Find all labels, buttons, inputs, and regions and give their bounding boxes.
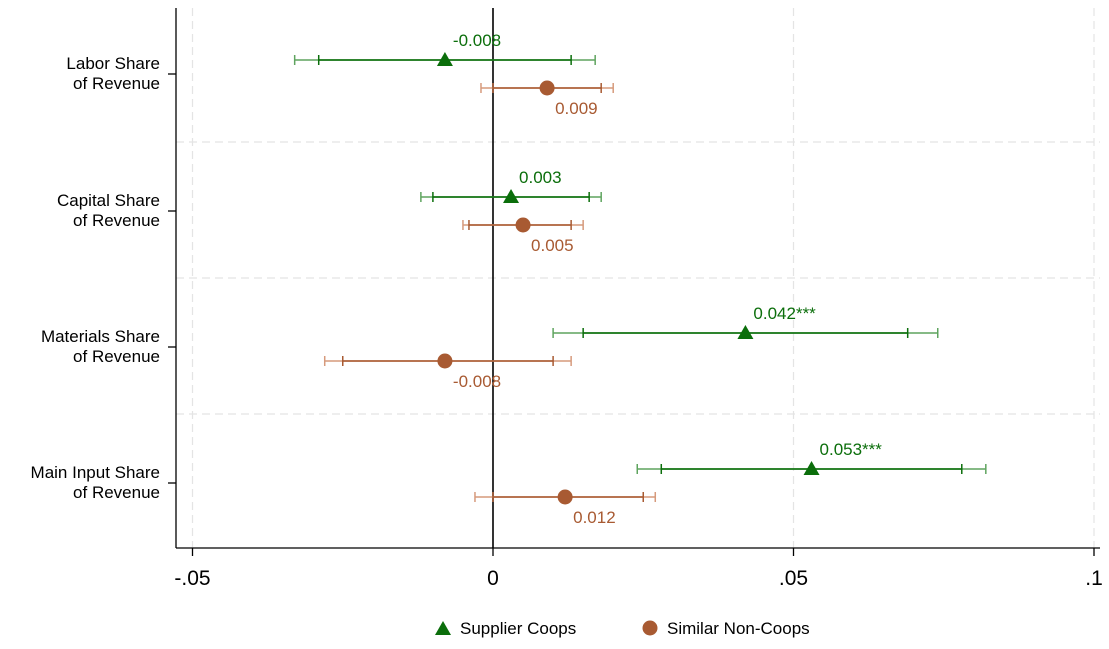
y-category-label-line: of Revenue <box>73 74 160 93</box>
estimate-marker-triangle <box>737 325 754 339</box>
estimate-marker-circle <box>515 217 531 233</box>
y-category-label: Capital Share of Revenue <box>57 191 160 230</box>
legend-triangle-icon <box>435 621 451 635</box>
y-category-label-line: of Revenue <box>73 347 160 366</box>
estimate-data-label: 0.042*** <box>753 304 816 323</box>
estimate-marker-circle <box>437 353 453 369</box>
estimate-marker-circle <box>557 489 573 505</box>
x-tick-label: .05 <box>779 567 808 590</box>
point-estimates <box>436 52 820 505</box>
y-category-label-line: Materials Share <box>41 327 160 346</box>
estimate-marker-triangle <box>503 189 520 203</box>
estimate-marker-circle <box>539 80 555 96</box>
legend: Supplier Coops Similar Non-Coops <box>435 619 810 638</box>
y-category-label-line: Main Input Share <box>31 463 160 482</box>
estimate-marker-triangle <box>803 461 820 475</box>
y-category-label-line: Labor Share <box>66 54 160 73</box>
y-category-label-line: of Revenue <box>73 211 160 230</box>
estimate-data-label: 0.053*** <box>820 440 883 459</box>
y-category-label-line: of Revenue <box>73 483 160 502</box>
legend-item: Similar Non-Coops <box>642 619 810 638</box>
estimate-marker-triangle <box>436 52 453 66</box>
legend-circle-icon <box>642 620 658 636</box>
legend-item: Supplier Coops <box>435 619 576 638</box>
estimate-data-label: -0.008 <box>453 372 501 391</box>
x-tick-label: 0 <box>487 567 499 590</box>
y-category-label: Main Input Share of Revenue <box>31 463 160 502</box>
y-category-label-line: Capital Share <box>57 191 160 210</box>
x-tick-label: .1 <box>1085 567 1103 590</box>
estimate-data-label: -0.008 <box>453 31 501 50</box>
data-labels: -0.008 0.003 0.042*** 0.053*** 0.009 0.005 -0.… <box>453 31 882 527</box>
estimate-data-label: 0.003 <box>519 168 562 187</box>
gridlines <box>176 8 1100 548</box>
x-tick-label: -.05 <box>174 567 210 590</box>
legend-label: Supplier Coops <box>460 619 576 638</box>
y-category-label: Labor Share of Revenue <box>66 54 160 93</box>
estimate-data-label: 0.009 <box>555 99 598 118</box>
estimate-data-label: 0.005 <box>531 236 574 255</box>
y-category-label: Materials Share of Revenue <box>41 327 160 366</box>
estimate-data-label: 0.012 <box>573 508 616 527</box>
legend-label: Similar Non-Coops <box>667 619 810 638</box>
